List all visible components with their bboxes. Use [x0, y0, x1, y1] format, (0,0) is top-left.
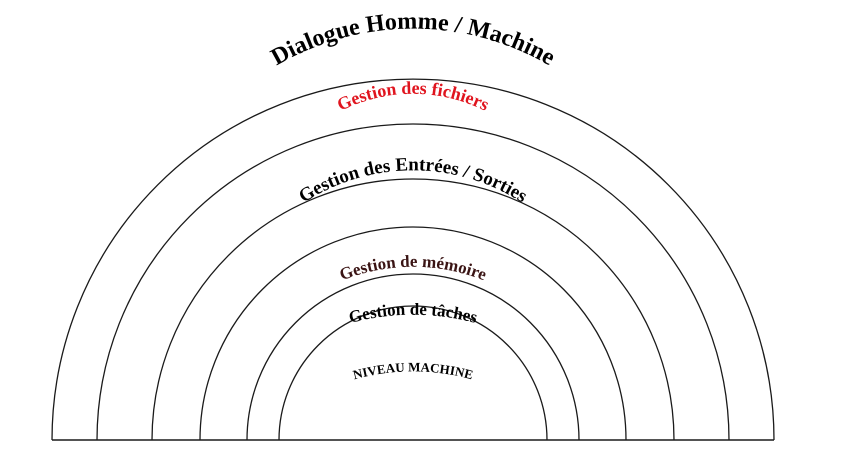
layer-label-niveau-machine: NIVEAU MACHINE	[351, 359, 474, 382]
arc-layer-6	[278, 305, 548, 441]
layer-label-dialogue: Dialogue Homme / Machine	[267, 9, 560, 72]
layer-label-taches: Gestion de tâches	[347, 300, 480, 327]
arc-layer-5	[246, 273, 580, 441]
arc-layer-1	[51, 78, 775, 441]
layer-label-memoire: Gestion de mémoire	[337, 252, 490, 285]
arc-layer-3	[151, 178, 675, 441]
arc-layer-4	[199, 226, 627, 441]
arc-layer-2	[96, 123, 730, 441]
layer-label-entrees-sorties: Gestion des Entrées / Sorties	[295, 154, 531, 207]
